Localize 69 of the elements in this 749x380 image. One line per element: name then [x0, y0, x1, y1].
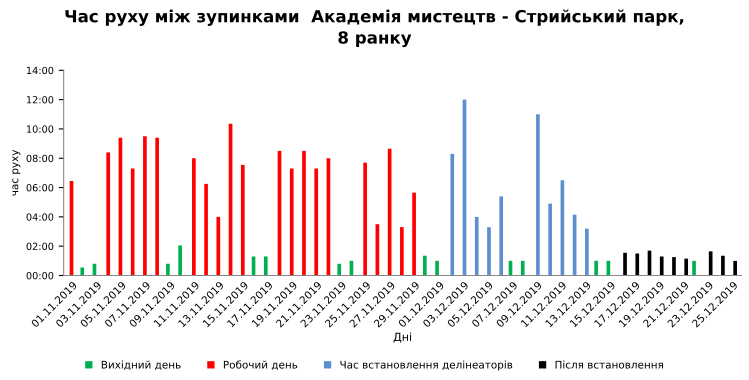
y-tick-label: 14:00	[26, 66, 54, 74]
bar	[228, 124, 232, 276]
bar	[660, 256, 664, 276]
y-tick-label: 04:00	[26, 213, 54, 221]
y-tick-label: 00:00	[26, 272, 54, 280]
bar	[70, 180, 74, 276]
bar	[733, 260, 737, 276]
bar	[178, 245, 182, 276]
bar	[106, 152, 110, 276]
bar	[166, 264, 170, 276]
bar	[435, 260, 439, 276]
bar	[216, 216, 220, 276]
bar	[594, 260, 598, 276]
bar	[204, 184, 208, 276]
bar	[499, 196, 504, 276]
bar	[708, 251, 713, 276]
legend-label: Робочий день	[224, 360, 298, 370]
bar	[278, 150, 282, 276]
bar	[337, 264, 342, 276]
bar	[462, 100, 466, 276]
bar	[536, 114, 540, 276]
bar	[508, 260, 512, 276]
bar	[192, 158, 196, 276]
chart-title: Час руху між зупинками Академія мистецтв - Стрийський парк, 8 ранку	[65, 10, 684, 48]
bar	[143, 136, 147, 276]
bar	[487, 227, 491, 276]
bar	[648, 250, 652, 276]
bar	[264, 256, 268, 276]
bar	[350, 260, 354, 276]
bar	[130, 168, 135, 276]
bar	[118, 138, 122, 276]
bar	[548, 204, 552, 276]
bar	[721, 256, 725, 276]
y-tick-label: 08:00	[26, 154, 54, 162]
bar	[585, 228, 589, 276]
y-tick-label: 02:00	[26, 242, 54, 250]
x-axis-title: Дні	[394, 332, 412, 343]
bar	[672, 257, 676, 276]
bar	[302, 150, 306, 276]
y-tick-label: 10:00	[26, 125, 54, 133]
bar	[155, 138, 159, 276]
bar	[623, 252, 627, 276]
y-tick-label: 06:00	[26, 184, 54, 192]
legend-label: Вихідний день	[102, 360, 181, 370]
bar	[290, 168, 294, 276]
bar	[692, 260, 696, 276]
bar	[363, 162, 367, 276]
y-axis-title: час руху	[12, 150, 20, 196]
bar	[635, 254, 640, 276]
bar	[388, 148, 392, 276]
bar	[240, 164, 245, 276]
bar	[450, 154, 454, 276]
bar	[92, 264, 96, 276]
bar	[560, 180, 564, 276]
y-tick-label: 12:00	[26, 96, 54, 104]
bar	[474, 216, 479, 276]
bar	[412, 192, 416, 276]
bar	[520, 260, 525, 276]
bar	[684, 258, 688, 276]
bar	[572, 214, 576, 276]
bar	[606, 260, 610, 276]
legend-label: Після встановлення	[556, 360, 663, 369]
bar	[326, 158, 330, 276]
bar	[314, 168, 318, 276]
bar	[400, 227, 404, 276]
bar	[376, 224, 380, 276]
bar	[252, 256, 256, 276]
legend-label: Час встановлення делінеаторів	[340, 360, 512, 371]
bar	[423, 256, 427, 276]
